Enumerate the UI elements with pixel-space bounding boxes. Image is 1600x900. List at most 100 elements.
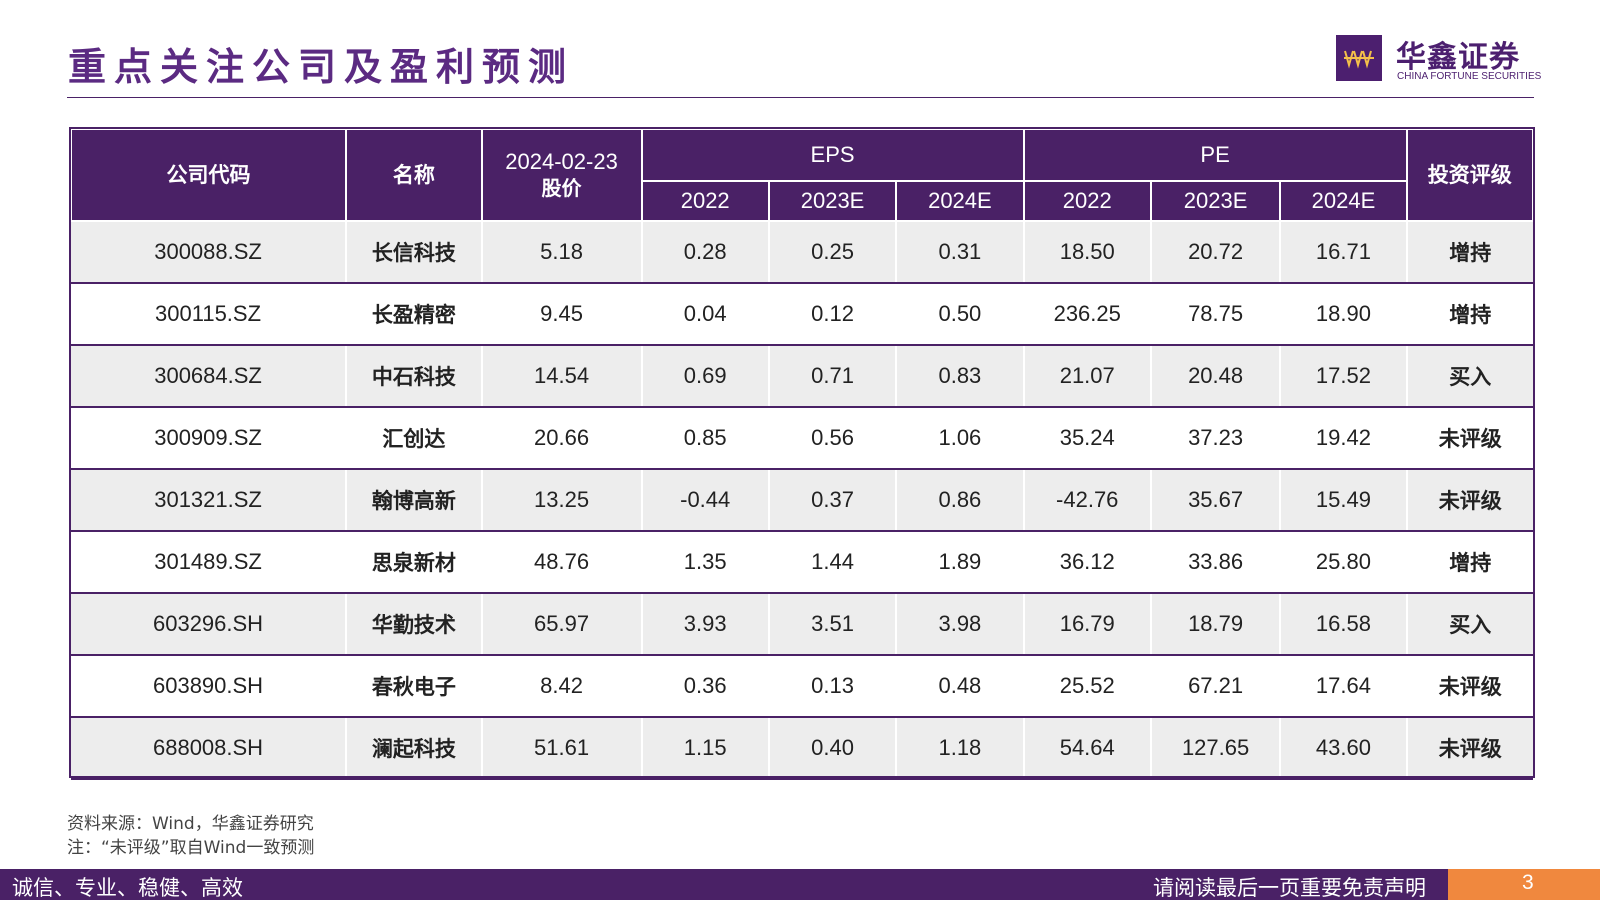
cell-price: 14.54 — [481, 345, 643, 408]
footer-disclaimer: 请阅读最后一页重要免责声明 — [1153, 876, 1426, 900]
cell-price: 8.42 — [481, 655, 643, 718]
cell-eps: 1.35 — [641, 531, 770, 594]
footer-motto: 诚信、专业、稳健、高效 — [12, 876, 243, 900]
page-title: 重点关注公司及盈利预测 — [68, 45, 575, 89]
cell-pe: 78.75 — [1150, 283, 1282, 346]
cell-eps: 0.36 — [641, 655, 770, 718]
header-eps: EPS — [640, 128, 1025, 182]
cell-pe: 20.72 — [1150, 221, 1282, 284]
cell-eps: 3.51 — [768, 593, 898, 656]
cell-eps: 1.44 — [768, 531, 898, 594]
cell-pe: 43.60 — [1280, 717, 1408, 780]
cell-pe: 17.52 — [1280, 345, 1408, 408]
cell-eps: 0.13 — [768, 655, 898, 718]
cell-price: 20.66 — [481, 407, 643, 470]
cell-eps: 1.06 — [896, 407, 1025, 470]
source-note: 资料来源：Wind，华鑫证券研究 — [67, 814, 314, 834]
header-pe: PE — [1022, 128, 1408, 182]
cell-name: 长盈精密 — [346, 283, 483, 346]
cell-pe: 35.67 — [1150, 469, 1282, 532]
cell-rating: 增持 — [1406, 221, 1533, 284]
cell-pe: 35.24 — [1023, 407, 1152, 470]
header-pe-year: 2024E — [1279, 180, 1408, 222]
cell-price: 13.25 — [481, 469, 643, 532]
logo-mark-icon — [1336, 35, 1382, 81]
cell-pe: 17.64 — [1280, 655, 1408, 718]
cell-eps: 0.69 — [641, 345, 770, 408]
page-number-box: 3 — [1448, 869, 1600, 900]
cell-name: 春秋电子 — [346, 655, 483, 718]
cell-code: 301489.SZ — [71, 531, 348, 594]
cell-pe: 25.80 — [1280, 531, 1408, 594]
cell-eps: 0.40 — [768, 717, 898, 780]
table-row: 688008.SH 澜起科技 51.61 1.15 0.40 1.18 54.64 127.6… — [71, 717, 1533, 780]
cell-pe: 236.25 — [1023, 283, 1152, 346]
cell-eps: -0.44 — [641, 469, 770, 532]
cell-eps: 0.83 — [896, 345, 1025, 408]
cell-name: 汇创达 — [346, 407, 483, 470]
cell-name: 翰博高新 — [346, 469, 483, 532]
cell-pe: 67.21 — [1150, 655, 1282, 718]
table-row: 603890.SH 春秋电子 8.42 0.36 0.13 0.48 25.52 67.21 1… — [71, 655, 1533, 718]
notes: 资料来源：Wind，华鑫证券研究 注：“未评级”取自Wind一致预测 — [67, 812, 314, 860]
header-pe-year: 2022 — [1022, 180, 1152, 222]
cell-name: 华勤技术 — [346, 593, 483, 656]
cell-pe: 54.64 — [1023, 717, 1152, 780]
header-pe-year: 2023E — [1149, 180, 1282, 222]
cell-eps: 0.37 — [768, 469, 898, 532]
table-row: 301321.SZ 翰博高新 13.25 -0.44 0.37 0.86 -42.76 35.… — [71, 469, 1533, 532]
cell-code: 301321.SZ — [71, 469, 348, 532]
cell-eps: 3.93 — [641, 593, 770, 656]
cell-rating: 买入 — [1406, 345, 1533, 408]
table-row: 300115.SZ 长盈精密 9.45 0.04 0.12 0.50 236.25 78.75… — [71, 283, 1533, 346]
cell-pe: 18.50 — [1023, 221, 1152, 284]
cell-rating: 未评级 — [1406, 407, 1533, 470]
footer-bar: 诚信、专业、稳健、高效 请阅读最后一页重要免责声明 — [0, 869, 1448, 900]
cell-code: 603890.SH — [71, 655, 348, 718]
table-row: 300684.SZ 中石科技 14.54 0.69 0.71 0.83 21.07 20.48… — [71, 345, 1533, 408]
table-row: 300909.SZ 汇创达 20.66 0.85 0.56 1.06 35.24 37.23 1… — [71, 407, 1533, 470]
cell-eps: 1.15 — [641, 717, 770, 780]
table-row: 300088.SZ 长信科技 5.18 0.28 0.25 0.31 18.50 20.72 1… — [71, 221, 1533, 284]
table-row: 301489.SZ 思泉新材 48.76 1.35 1.44 1.89 36.12 33.86… — [71, 531, 1533, 594]
cell-eps: 0.56 — [768, 407, 898, 470]
cell-pe: 16.58 — [1280, 593, 1408, 656]
cell-pe: 36.12 — [1023, 531, 1152, 594]
cell-eps: 0.28 — [641, 221, 770, 284]
header-eps-year: 2024E — [895, 180, 1025, 222]
cell-price: 65.97 — [481, 593, 643, 656]
rating-note: 注：“未评级”取自Wind一致预测 — [67, 838, 315, 858]
cell-eps: 0.48 — [896, 655, 1025, 718]
cell-eps: 0.85 — [641, 407, 770, 470]
cell-code: 300088.SZ — [71, 221, 348, 284]
header-price-date: 2024-02-23 — [505, 149, 618, 174]
logo-chinese-name: 华鑫证券 — [1396, 40, 1520, 75]
cell-eps: 1.89 — [896, 531, 1025, 594]
cell-rating: 未评级 — [1406, 469, 1533, 532]
cell-pe: 20.48 — [1150, 345, 1282, 408]
table-row: 603296.SH 华勤技术 65.97 3.93 3.51 3.98 16.79 18.79… — [71, 593, 1533, 656]
cell-eps: 0.31 — [896, 221, 1025, 284]
header-company-code: 公司代码 — [69, 128, 348, 222]
cell-eps: 3.98 — [896, 593, 1025, 656]
cell-code: 300909.SZ — [71, 407, 348, 470]
header-price: 2024-02-23 股价 — [480, 128, 643, 222]
cell-code: 603296.SH — [71, 593, 348, 656]
cell-pe: 16.79 — [1023, 593, 1152, 656]
cell-code: 300115.SZ — [71, 283, 348, 346]
cell-eps: 0.04 — [641, 283, 770, 346]
earnings-forecast-table: 公司代码 名称 2024-02-23 股价 EPS PE 投资评级 2022 2… — [69, 128, 1535, 780]
cell-name: 中石科技 — [346, 345, 483, 408]
cell-rating: 买入 — [1406, 593, 1533, 656]
cell-pe: 37.23 — [1150, 407, 1282, 470]
cell-eps: 0.71 — [768, 345, 898, 408]
cell-eps: 0.86 — [896, 469, 1025, 532]
cell-pe: 18.79 — [1150, 593, 1282, 656]
cell-rating: 未评级 — [1406, 655, 1533, 718]
cell-eps: 0.25 — [768, 221, 898, 284]
cell-rating: 增持 — [1406, 531, 1533, 594]
header-eps-year: 2022 — [640, 180, 770, 222]
cell-price: 5.18 — [481, 221, 643, 284]
company-logo: 华鑫证券 CHINA FORTUNE SECURITIES — [1336, 35, 1541, 85]
cell-pe: 25.52 — [1023, 655, 1152, 718]
